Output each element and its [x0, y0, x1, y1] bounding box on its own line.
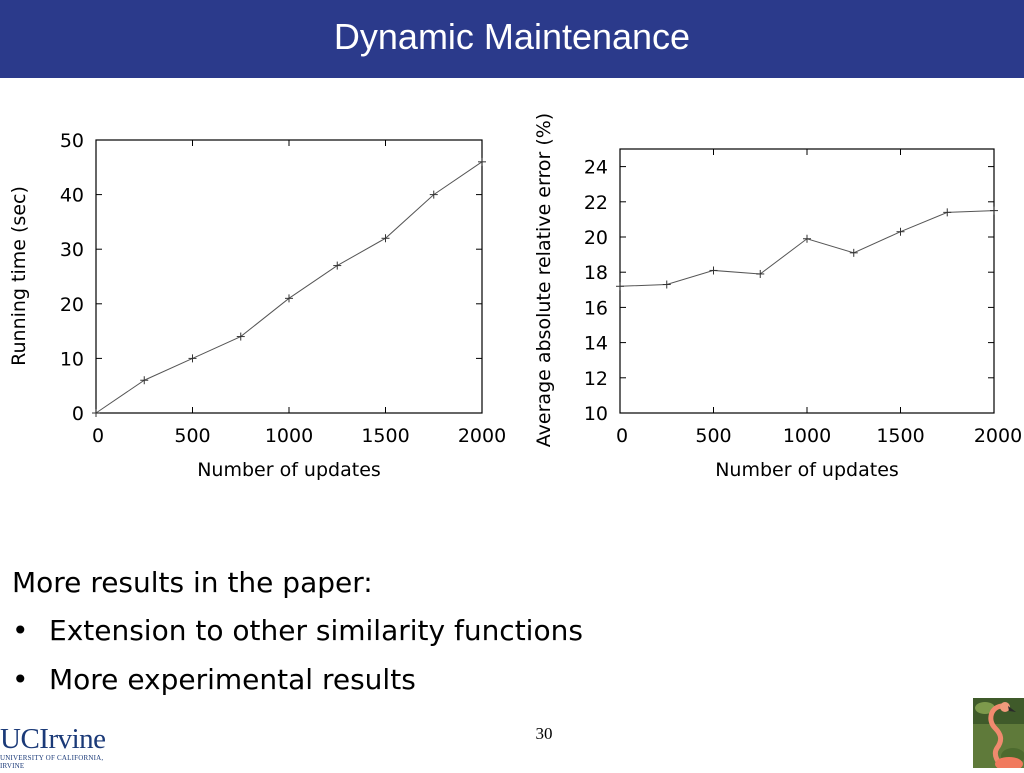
results-lead: More results in the paper: [12, 566, 373, 599]
data-point [756, 269, 765, 278]
bullet-icon: • [12, 663, 29, 696]
bullet-item: • More experimental results [12, 659, 583, 708]
data-point [616, 282, 624, 291]
data-point [943, 208, 952, 217]
y-tick-label: 24 [584, 157, 608, 179]
data-point [662, 280, 671, 289]
x-axis-label: Number of updates [715, 459, 899, 481]
data-point [849, 248, 858, 257]
x-tick-label: 500 [174, 425, 210, 447]
error-chart-svg: 0 500 1000 1500 2000 10 12 14 16 18 20 22 24 Number o… [533, 113, 1022, 481]
y-tick-label: 30 [60, 239, 84, 261]
data-point [709, 266, 718, 275]
x-tick-label: 1000 [783, 425, 831, 447]
x-tick-label: 2000 [974, 425, 1022, 447]
y-tick-label: 20 [584, 227, 608, 249]
bullet-icon: • [12, 614, 29, 647]
running-time-chart-svg: 0 500 1000 1500 2000 0 10 20 30 40 50 Number of upd… [8, 130, 506, 481]
y-tick-label: 18 [584, 262, 608, 284]
data-point [429, 190, 438, 199]
y-tick-label: 12 [584, 368, 608, 390]
y-tick-label: 22 [584, 192, 608, 214]
plot-frame [619, 148, 995, 414]
bullet-text: More experimental results [49, 663, 416, 696]
y-axis-label: Average absolute relative error (%) [533, 113, 555, 447]
y-tick-label: 20 [60, 294, 84, 316]
y-tick-label: 0 [72, 403, 84, 425]
y-axis-label: Running time (sec) [8, 186, 30, 366]
x-tick-label: 500 [695, 425, 731, 447]
x-tick-label: 1500 [876, 425, 924, 447]
x-tick-label: 0 [616, 425, 628, 447]
data-point [92, 409, 100, 417]
x-tick-label: 1500 [361, 425, 409, 447]
page-number: 30 [535, 724, 553, 743]
data-point [381, 234, 390, 243]
x-tick-label: 1000 [265, 425, 313, 447]
bullet-text: Extension to other similarity functions [49, 614, 583, 647]
data-point [236, 332, 245, 341]
data-point [333, 261, 342, 270]
flamingo-icon [973, 698, 1024, 771]
running-time-chart: 0 500 1000 1500 2000 0 10 20 30 40 50 Number of upd… [0, 118, 520, 490]
data-point [285, 294, 293, 303]
data-point [803, 234, 811, 243]
uci-logo-subtitle: UNIVERSITY OF CALIFORNIA, IRVINE [0, 754, 104, 770]
plot-frame [95, 139, 483, 414]
data-point [896, 227, 905, 236]
slide-title: Dynamic Maintenance [333, 16, 691, 57]
data-point [140, 376, 149, 385]
y-tick-label: 10 [60, 348, 84, 370]
y-tick-label: 16 [584, 297, 608, 319]
series-line [619, 210, 995, 287]
x-tick-label: 0 [92, 425, 104, 447]
data-point [990, 206, 998, 215]
error-chart: 0 500 1000 1500 2000 10 12 14 16 18 20 22 24 Number o… [525, 108, 1024, 490]
y-tick-label: 50 [60, 130, 84, 152]
x-tick-label: 2000 [458, 425, 506, 447]
results-list: More results in the paper: • Extension t… [12, 562, 583, 708]
series-line [95, 161, 483, 414]
data-point [478, 157, 486, 166]
title-bar: Dynamic Maintenance [0, 0, 1024, 78]
y-tick-label: 10 [584, 403, 608, 425]
y-tick-label: 40 [60, 185, 84, 207]
y-tick-label: 14 [584, 333, 608, 355]
bullet-item: • Extension to other similarity function… [12, 610, 583, 659]
uci-logo: UCIrvine UNIVERSITY OF CALIFORNIA, IRVIN… [0, 723, 112, 770]
uci-logo-name: UCIrvine [0, 723, 106, 755]
x-axis-label: Number of updates [197, 459, 381, 481]
data-point [188, 354, 197, 363]
